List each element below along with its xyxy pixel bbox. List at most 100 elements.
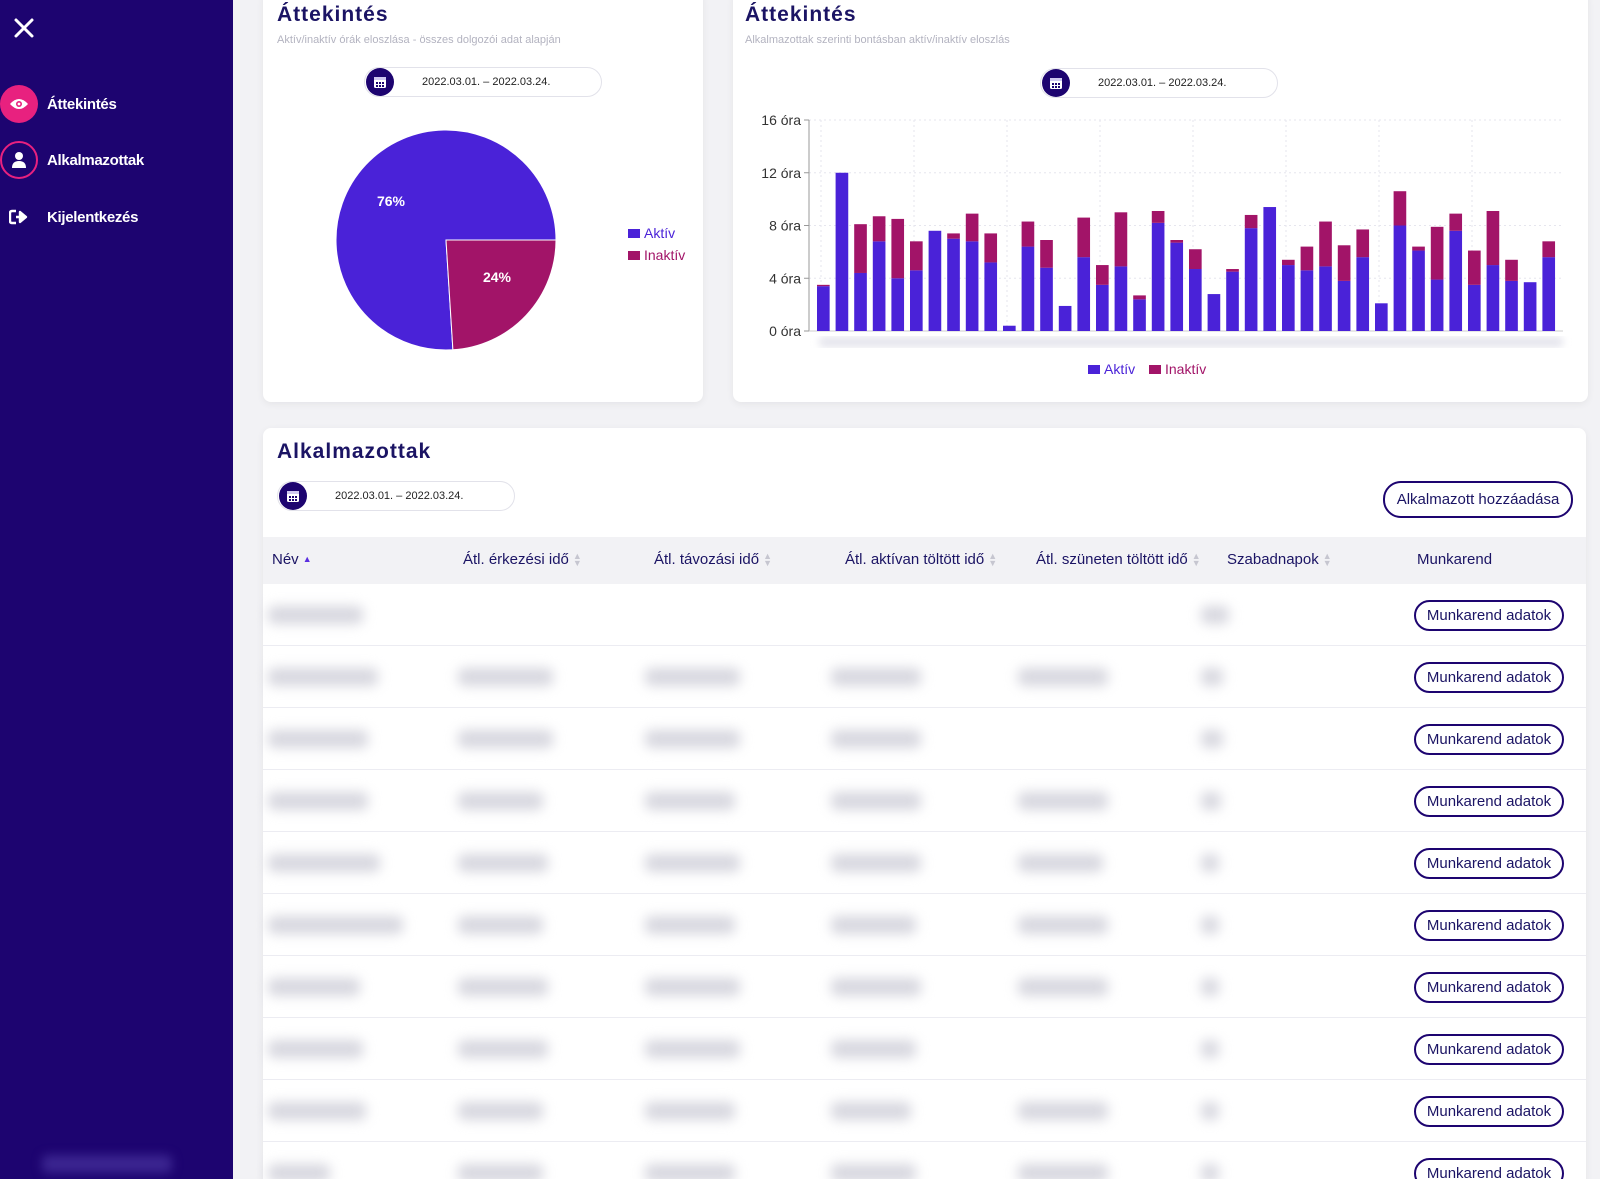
bar-inaktiv[interactable] bbox=[1114, 212, 1128, 267]
bar-aktiv[interactable] bbox=[1505, 280, 1518, 331]
bar-inaktiv[interactable] bbox=[1170, 240, 1184, 243]
munkarend-adatok-button[interactable]: Munkarend adatok bbox=[1414, 1096, 1564, 1127]
bar-inaktiv[interactable] bbox=[1486, 210, 1500, 266]
column-header-name[interactable]: Név ▲ bbox=[272, 551, 312, 568]
bar-inaktiv[interactable] bbox=[854, 224, 867, 273]
bar-aktiv[interactable] bbox=[1096, 284, 1109, 331]
bar-date-picker[interactable]: 2022.03.01. – 2022.03.24. bbox=[1040, 68, 1278, 98]
bar-inaktiv[interactable] bbox=[1096, 265, 1109, 285]
bar-inaktiv[interactable] bbox=[1468, 250, 1481, 285]
bar-aktiv[interactable] bbox=[1319, 266, 1332, 331]
munkarend-adatok-button[interactable]: Munkarend adatok bbox=[1414, 1158, 1564, 1179]
bar-aktiv[interactable] bbox=[1114, 266, 1128, 331]
bar-aktiv[interactable] bbox=[1468, 284, 1481, 331]
bar-inaktiv[interactable] bbox=[1151, 210, 1165, 223]
bar-aktiv[interactable] bbox=[984, 262, 998, 331]
bar-inaktiv[interactable] bbox=[1449, 213, 1463, 231]
bar-aktiv[interactable] bbox=[854, 272, 867, 331]
bar-inaktiv[interactable] bbox=[1189, 249, 1202, 270]
munkarend-adatok-button[interactable]: Munkarend adatok bbox=[1414, 600, 1564, 631]
bar-aktiv[interactable] bbox=[1449, 230, 1463, 331]
bar-aktiv[interactable] bbox=[1523, 282, 1537, 331]
bar-aktiv[interactable] bbox=[1244, 228, 1258, 331]
bar-aktiv[interactable] bbox=[1430, 279, 1444, 331]
bar-aktiv[interactable] bbox=[965, 241, 979, 331]
bar-inaktiv[interactable] bbox=[1244, 214, 1258, 229]
bar-aktiv[interactable] bbox=[1337, 280, 1351, 331]
munkarend-adatok-button[interactable]: Munkarend adatok bbox=[1414, 910, 1564, 941]
bar-aktiv[interactable] bbox=[1542, 257, 1556, 331]
bar-inaktiv[interactable] bbox=[1412, 246, 1425, 251]
bar-aktiv[interactable] bbox=[1356, 257, 1370, 331]
bar-aktiv[interactable] bbox=[817, 286, 830, 331]
bar-inaktiv[interactable] bbox=[1505, 259, 1518, 281]
bar-inaktiv[interactable] bbox=[1430, 226, 1444, 280]
bar-aktiv[interactable] bbox=[947, 238, 960, 331]
bar-inaktiv[interactable] bbox=[910, 241, 923, 271]
bar-aktiv[interactable] bbox=[910, 270, 923, 331]
bar-aktiv[interactable] bbox=[1189, 269, 1202, 331]
bar-inaktiv[interactable] bbox=[1337, 245, 1351, 281]
pie-date-picker[interactable]: 2022.03.01. – 2022.03.24. bbox=[364, 67, 602, 97]
bar-inaktiv[interactable] bbox=[1300, 246, 1314, 271]
bar-inaktiv[interactable] bbox=[1077, 217, 1091, 258]
close-icon[interactable] bbox=[12, 16, 36, 40]
table-row: Munkarend adatok bbox=[263, 646, 1586, 708]
sidebar-item-kijelentkezes[interactable]: Kijelentkezés bbox=[0, 196, 233, 238]
bar-aktiv[interactable] bbox=[1263, 207, 1277, 331]
sidebar-item-attekintes[interactable]: Áttekintés bbox=[0, 83, 233, 125]
bar-aktiv[interactable] bbox=[1226, 271, 1239, 331]
bar-inaktiv[interactable] bbox=[891, 218, 905, 279]
sidebar-item-alkalmazottak[interactable]: Alkalmazottak bbox=[0, 139, 233, 181]
bar-inaktiv[interactable] bbox=[947, 233, 960, 239]
bar-aktiv[interactable] bbox=[1151, 222, 1165, 331]
bar-aktiv[interactable] bbox=[1077, 257, 1091, 331]
bar-inaktiv[interactable] bbox=[817, 284, 830, 287]
pie-slice-inaktiv[interactable] bbox=[445, 239, 557, 351]
bar-inaktiv[interactable] bbox=[1356, 229, 1370, 258]
bar-aktiv[interactable] bbox=[1412, 250, 1425, 331]
munkarend-adatok-button[interactable]: Munkarend adatok bbox=[1414, 848, 1564, 879]
bar-aktiv[interactable] bbox=[1486, 265, 1500, 331]
bar-aktiv[interactable] bbox=[891, 278, 905, 331]
munkarend-adatok-button[interactable]: Munkarend adatok bbox=[1414, 724, 1564, 755]
munkarend-adatok-button[interactable]: Munkarend adatok bbox=[1414, 786, 1564, 817]
column-header-departure[interactable]: Átl. távozási idő ▲ ▼ bbox=[654, 551, 772, 568]
bar-inaktiv[interactable] bbox=[984, 233, 998, 263]
bar-aktiv[interactable] bbox=[1133, 299, 1146, 331]
bar-inaktiv[interactable] bbox=[965, 213, 979, 242]
add-employee-button[interactable]: Alkalmazott hozzáadása bbox=[1383, 481, 1573, 518]
munkarend-adatok-button[interactable]: Munkarend adatok bbox=[1414, 972, 1564, 1003]
bar-aktiv[interactable] bbox=[1021, 246, 1035, 331]
bar-aktiv[interactable] bbox=[1282, 265, 1295, 331]
bar-inaktiv[interactable] bbox=[1226, 269, 1239, 272]
bar-aktiv[interactable] bbox=[1207, 294, 1221, 331]
bar-aktiv[interactable] bbox=[1300, 270, 1314, 331]
bar-aktiv[interactable] bbox=[1058, 305, 1072, 331]
munkarend-adatok-button[interactable]: Munkarend adatok bbox=[1414, 1034, 1564, 1065]
bar-inaktiv[interactable] bbox=[1393, 191, 1407, 226]
column-header-active-time[interactable]: Átl. aktívan töltött idő ▲ ▼ bbox=[845, 551, 997, 568]
bar-aktiv[interactable] bbox=[872, 241, 886, 331]
bar-aktiv[interactable] bbox=[1040, 267, 1053, 331]
bar-aktiv[interactable] bbox=[928, 230, 942, 331]
y-tick-label: 0 óra bbox=[769, 323, 801, 339]
bar-aktiv[interactable] bbox=[835, 172, 849, 331]
bar-inaktiv[interactable] bbox=[1319, 221, 1332, 267]
munkarend-adatok-button[interactable]: Munkarend adatok bbox=[1414, 662, 1564, 693]
bar-inaktiv[interactable] bbox=[1021, 221, 1035, 247]
bar-aktiv[interactable] bbox=[1170, 242, 1184, 331]
bar-inaktiv[interactable] bbox=[872, 216, 886, 242]
bar-inaktiv[interactable] bbox=[1542, 241, 1556, 258]
legend-swatch bbox=[628, 250, 640, 260]
column-header-arrival[interactable]: Átl. érkezési idő ▲ ▼ bbox=[463, 551, 582, 568]
bar-aktiv[interactable] bbox=[1393, 225, 1407, 332]
bar-aktiv[interactable] bbox=[1003, 325, 1016, 331]
bar-inaktiv[interactable] bbox=[1040, 240, 1053, 268]
bar-inaktiv[interactable] bbox=[1133, 295, 1146, 300]
bar-inaktiv[interactable] bbox=[1282, 259, 1295, 266]
column-header-break-time[interactable]: Átl. szüneten töltött idő ▲ ▼ bbox=[1036, 551, 1201, 568]
column-header-days-off[interactable]: Szabadnapok ▲ ▼ bbox=[1227, 551, 1332, 568]
employees-date-picker[interactable]: 2022.03.01. – 2022.03.24. bbox=[277, 481, 515, 511]
bar-aktiv[interactable] bbox=[1375, 303, 1388, 331]
